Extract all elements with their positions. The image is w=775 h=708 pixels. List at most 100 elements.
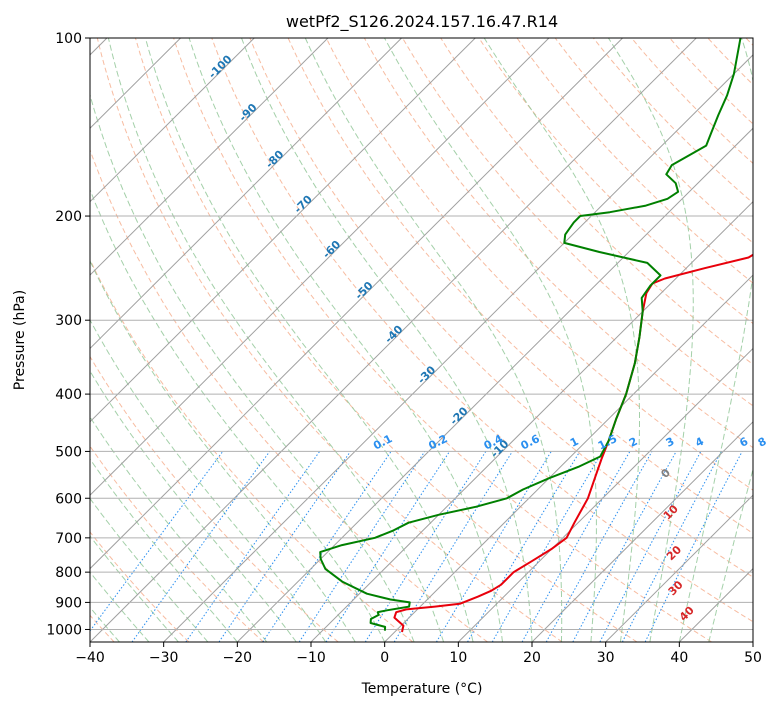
mixing-ratio-line (599, 451, 702, 642)
mixing-ratio-line (644, 451, 743, 642)
background-lines (90, 38, 753, 642)
y-tick-label: 900 (55, 595, 82, 611)
isotherm-line (310, 200, 753, 642)
mixing-ratio-label: 0.6 (519, 432, 543, 453)
moist-adiabat (90, 259, 356, 642)
isotherm-label: -70 (292, 193, 315, 216)
mixing-ratio-label: 2 (627, 435, 640, 450)
pressure-grid (90, 38, 753, 630)
moist-adiabat (90, 535, 179, 642)
y-tick-label: 400 (55, 387, 82, 403)
mixing-ratio-line (218, 451, 351, 642)
moist-adiabat (144, 38, 474, 642)
mixing-ratio-line (298, 451, 426, 642)
mixing-ratio-line (131, 451, 271, 642)
isotherm-label: -40 (382, 322, 405, 345)
moist-adiabat (607, 38, 694, 642)
mixing-ratio-label: 6 (737, 435, 750, 450)
dry-adiabat (90, 258, 414, 642)
moist-adiabat (483, 38, 640, 642)
isotherm-line (163, 54, 753, 642)
dry-adiabat (402, 38, 753, 407)
moist-adiabat (90, 370, 297, 642)
mixing-ratio-line (185, 451, 321, 642)
moist-adiabat-label: 40 (677, 604, 697, 624)
moist-adiabat (708, 467, 753, 642)
mixing-ratio-line (262, 451, 392, 642)
mixing-ratio-line (90, 451, 224, 632)
moist-adiabat (90, 571, 150, 642)
dry-adiabat (592, 38, 753, 204)
isotherm-label: -100 (206, 52, 235, 81)
moist-adiabat (241, 38, 533, 642)
isotherm-line (90, 38, 623, 570)
isotherm-label: -30 (415, 363, 438, 386)
mixing-ratio-label: 8 (756, 435, 769, 450)
moist-adiabat-label: 20 (664, 543, 684, 563)
y-tick-label: 1000 (46, 622, 82, 638)
dry-adiabat (516, 38, 753, 284)
y-tick-label: 100 (55, 31, 82, 47)
isotherm-label: -50 (352, 279, 375, 302)
dry-adiabat (90, 355, 339, 642)
x-tick-label: −10 (296, 650, 326, 666)
moist-adiabat (678, 38, 753, 642)
isotherm-line (384, 274, 753, 642)
dry-adiabat (363, 38, 753, 449)
isotherm-line (90, 38, 329, 276)
mixing-ratio-line (393, 451, 513, 642)
moist-adiabat-label: 10 (661, 502, 681, 522)
dry-adiabat (669, 38, 753, 125)
y-tick-label: 700 (55, 531, 82, 547)
x-tick-label: 20 (523, 650, 541, 666)
moist-adiabat (188, 38, 503, 642)
mixing-ratio-line (325, 451, 451, 642)
x-tick-label: 30 (597, 650, 615, 666)
x-axis: −40 −30 −20 −10 0 10 20 30 40 50 (75, 642, 762, 666)
isotherm-label: -80 (263, 148, 286, 171)
moist-adiabat (90, 497, 209, 642)
moist-adiabat (90, 416, 268, 642)
mixing-ratio-label: 4 (693, 435, 706, 450)
y-tick-label: 500 (55, 444, 82, 460)
mixing-ratio-label: 1 (568, 435, 581, 450)
temperature-line (393, 253, 753, 633)
y-axis-label: Pressure (hPa) (12, 290, 28, 390)
mixing-ratio-label: 1.5 (596, 432, 619, 452)
mixing-ratio-label: 3 (664, 435, 677, 450)
dry-adiabat (134, 38, 638, 642)
dry-adiabat (325, 38, 753, 491)
y-tick-label: 800 (55, 565, 82, 581)
isotherm-line (90, 38, 255, 203)
x-tick-label: −20 (223, 650, 253, 666)
profile-lines (319, 38, 753, 633)
dewpoint-line (319, 38, 742, 631)
isotherm-line (605, 494, 753, 642)
x-tick-label: 10 (449, 650, 467, 666)
isotherm-line (752, 641, 753, 642)
moist-adiabat (384, 38, 597, 642)
x-tick-label: 50 (744, 650, 762, 666)
mixing-ratio-line (435, 451, 552, 642)
mixing-ratio-line (521, 451, 631, 642)
y-axis: 100 200 300 400 500 600 700 800 900 1000 (46, 31, 90, 638)
isotherm-line (90, 38, 476, 423)
isotherm-label: -60 (320, 238, 343, 261)
mixing-ratio-line (545, 451, 653, 642)
mixing-ratio-line (467, 451, 581, 642)
dry-adiabat (440, 38, 753, 366)
chart-title: wetPf2_S126.2024.157.16.47.R14 (286, 12, 558, 32)
y-tick-label: 200 (55, 209, 82, 225)
dry-adiabat (478, 38, 753, 325)
dry-adiabat (90, 148, 488, 642)
mixing-ratio-label: 0.1 (371, 432, 394, 452)
moist-adiabat (107, 38, 445, 642)
isotherm-line (678, 567, 753, 642)
isotherm-line (457, 347, 753, 642)
y-tick-label: 600 (55, 491, 82, 507)
moist-adiabat (90, 458, 238, 642)
plot-frame (89, 37, 754, 643)
x-tick-label: −30 (149, 650, 179, 666)
